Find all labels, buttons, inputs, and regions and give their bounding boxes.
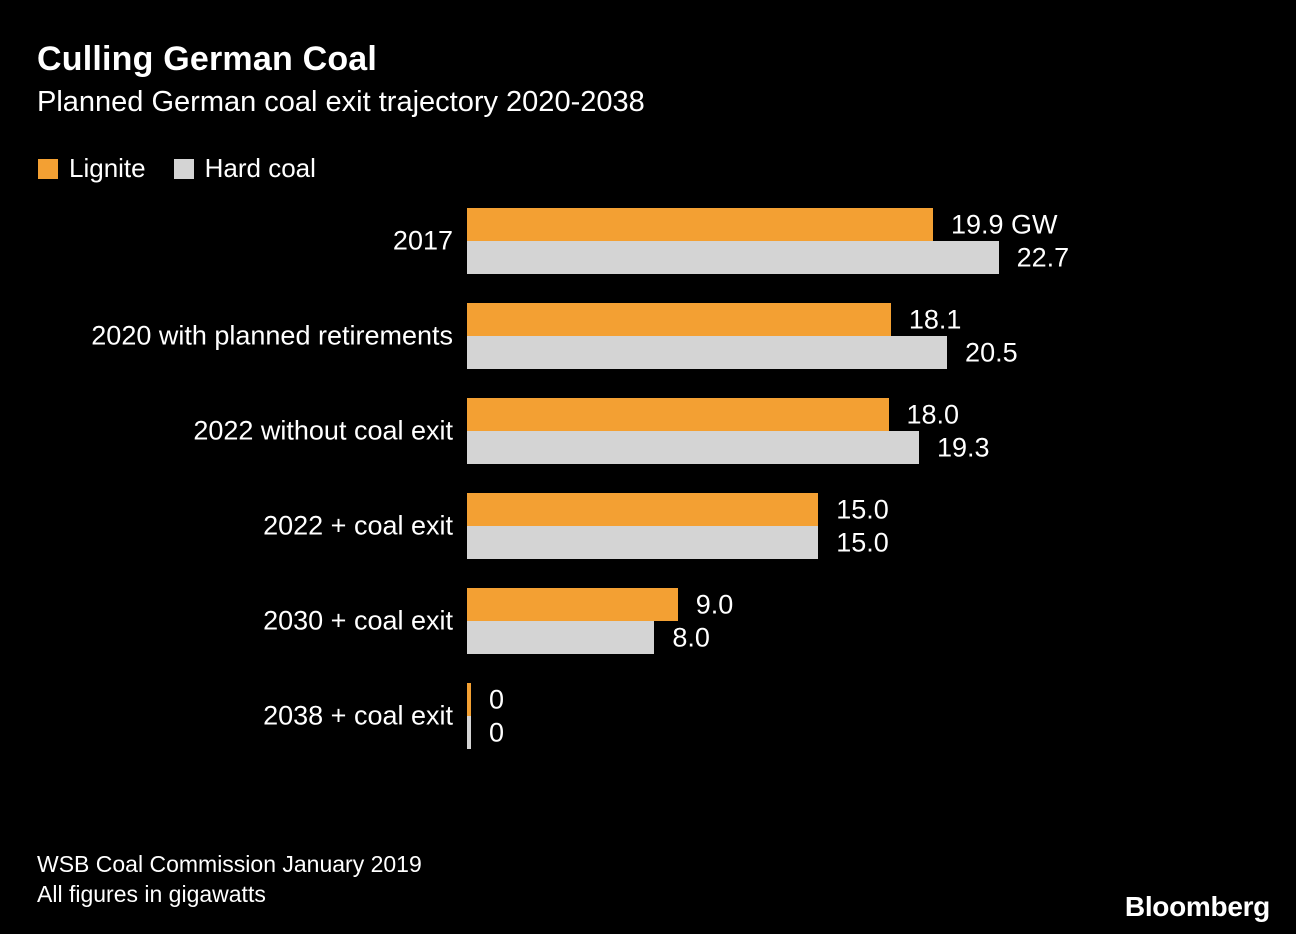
chart-title: Culling German Coal bbox=[37, 40, 378, 78]
lignite-swatch-icon bbox=[38, 158, 58, 179]
hard-coal-bar bbox=[467, 526, 819, 559]
lignite-bar bbox=[467, 588, 678, 621]
category-label: 2038 + coal exit bbox=[263, 700, 453, 731]
hard-coal-value-label: 15.0 bbox=[836, 527, 889, 558]
legend-item-hard-coal: Hard coal bbox=[173, 153, 316, 184]
hard-coal-bar bbox=[467, 621, 655, 654]
lignite-value-label: 18.1 bbox=[908, 304, 962, 335]
bar-group-2017: 2017 19.9 GW 22.7 bbox=[0, 208, 1296, 274]
category-label: 2022 without coal exit bbox=[193, 415, 453, 446]
bar-group-2030-exit: 2030 + coal exit 9.0 8.0 bbox=[0, 588, 1296, 654]
category-label: 2030 + coal exit bbox=[263, 605, 453, 636]
category-label: 2017 bbox=[392, 225, 453, 256]
unit-note: All figures in gigawatts bbox=[37, 881, 266, 907]
hard-coal-value-label: 20.5 bbox=[965, 337, 1018, 368]
bar-group-2020-retirements: 2020 with planned retirements 18.1 20.5 bbox=[0, 303, 1296, 369]
hard-coal-value-label: 22.7 bbox=[1016, 242, 1070, 273]
bloomberg-logo: Bloomberg bbox=[1124, 891, 1270, 922]
lignite-bar bbox=[467, 303, 891, 336]
lignite-value-label: 9.0 bbox=[695, 589, 734, 620]
lignite-value-label: 18.0 bbox=[906, 399, 960, 430]
lignite-bar bbox=[467, 398, 889, 431]
hard-coal-bar bbox=[467, 431, 919, 464]
hard-coal-swatch-icon bbox=[173, 158, 194, 179]
hard-coal-value-label: 0 bbox=[489, 717, 505, 748]
legend: Lignite Hard coal bbox=[38, 153, 316, 184]
lignite-bar bbox=[467, 683, 471, 716]
lignite-value-label: 0 bbox=[489, 684, 505, 715]
legend-label-hard-coal: Hard coal bbox=[204, 153, 316, 183]
hard-coal-bar bbox=[467, 241, 999, 274]
hard-coal-bar bbox=[467, 336, 948, 369]
lignite-value-label: 15.0 bbox=[836, 494, 889, 525]
lignite-value-label: 19.9 GW bbox=[951, 209, 1058, 240]
lignite-bar bbox=[467, 208, 933, 241]
bar-group-2022-no-exit: 2022 without coal exit 18.0 19.3 bbox=[0, 398, 1296, 464]
bar-group-2022-exit: 2022 + coal exit 15.0 15.0 bbox=[0, 493, 1296, 559]
lignite-bar bbox=[467, 493, 819, 526]
hard-coal-bar bbox=[467, 716, 471, 749]
category-label: 2022 + coal exit bbox=[263, 510, 453, 541]
category-label: 2020 with planned retirements bbox=[91, 320, 453, 351]
hard-coal-value-label: 8.0 bbox=[672, 622, 710, 653]
legend-label-lignite: Lignite bbox=[69, 153, 146, 183]
chart-subtitle: Planned German coal exit trajectory 2020… bbox=[37, 86, 645, 118]
legend-item-lignite: Lignite bbox=[38, 153, 146, 184]
hard-coal-value-label: 19.3 bbox=[936, 432, 990, 463]
source-note: WSB Coal Commission January 2019 bbox=[37, 851, 422, 877]
bar-group-2038-exit: 2038 + coal exit 0 0 bbox=[0, 683, 1296, 749]
